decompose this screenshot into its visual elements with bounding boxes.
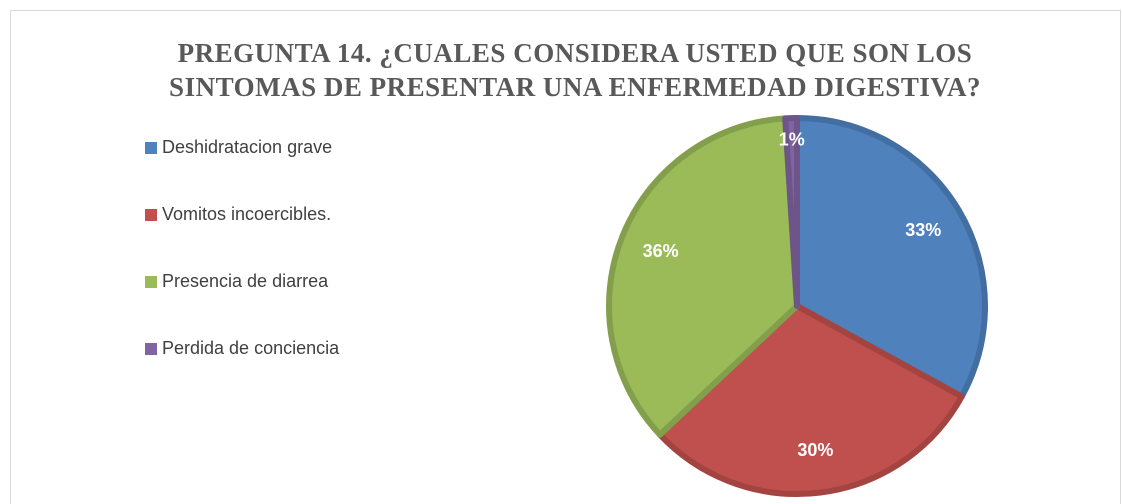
legend-label: Perdida de conciencia	[162, 338, 340, 358]
data-label: 33%	[905, 220, 941, 240]
legend-swatch	[145, 209, 157, 221]
pie-slice	[606, 115, 800, 438]
legend-swatch	[145, 276, 157, 288]
legend-swatch	[145, 343, 157, 355]
chart-border	[10, 10, 1121, 504]
pie-slice	[794, 115, 988, 400]
pie-slice	[656, 303, 965, 497]
data-label: 30%	[797, 440, 833, 460]
legend-label: Deshidratacion grave	[162, 137, 332, 157]
legend-label: Vomitos incoercibles.	[162, 204, 331, 224]
legend-swatch	[145, 142, 157, 154]
legend-label: Presencia de diarrea	[162, 271, 329, 291]
chart-title: PREGUNTA 14. ¿CUALES CONSIDERA USTED QUE…	[169, 38, 981, 102]
data-label: 1%	[779, 129, 805, 149]
data-label: 36%	[643, 241, 679, 261]
pie-slice	[782, 115, 800, 309]
